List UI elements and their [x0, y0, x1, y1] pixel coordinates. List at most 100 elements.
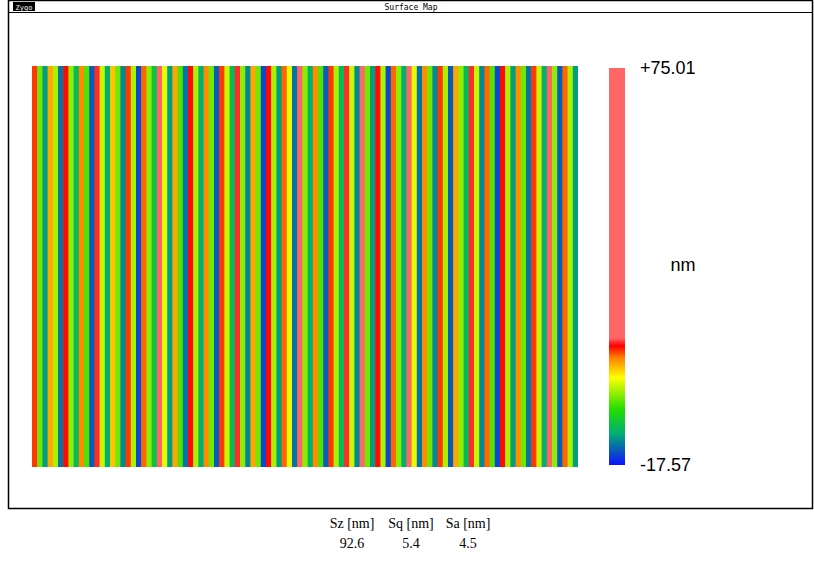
cell: [500, 66, 506, 467]
cell: [401, 66, 407, 467]
colorbar-tick-label: +75.01: [640, 58, 696, 78]
colorbar-label: nm: [670, 255, 695, 275]
cell: [406, 66, 412, 467]
cell: [183, 66, 189, 467]
cell: [58, 66, 64, 467]
cell: [292, 66, 298, 467]
heatmap: [32, 66, 578, 467]
cell: [230, 66, 236, 467]
cell: [110, 66, 116, 467]
cell: [536, 66, 542, 467]
table-cell: 4.5: [459, 536, 477, 551]
cell: [464, 66, 470, 467]
page: ZygoSurface Map+75.01-17.57nmSz [nm]Sq […: [0, 0, 814, 572]
cell: [354, 66, 360, 467]
logo-box: [13, 2, 35, 11]
cell: [344, 66, 350, 467]
cell: [479, 66, 485, 467]
cell: [178, 66, 184, 467]
cell: [42, 66, 48, 467]
cell: [334, 66, 340, 467]
cell: [131, 66, 137, 467]
cell: [547, 66, 553, 467]
cell: [126, 66, 132, 467]
cell: [287, 66, 293, 467]
cell: [521, 66, 527, 467]
cell: [198, 66, 204, 467]
cell: [141, 66, 147, 467]
cell: [245, 66, 251, 467]
cell: [74, 66, 80, 467]
cell: [157, 66, 163, 467]
cell: [505, 66, 511, 467]
cell: [396, 66, 402, 467]
cell: [256, 66, 262, 467]
cell: [172, 66, 178, 467]
cell: [115, 66, 121, 467]
table-header: Sq [nm]: [388, 516, 434, 531]
cell: [365, 66, 371, 467]
cell: [557, 66, 563, 467]
cell: [573, 66, 578, 467]
cell: [68, 66, 74, 467]
cell: [562, 66, 568, 467]
cell: [438, 66, 444, 467]
cell: [412, 66, 418, 467]
cell: [495, 66, 501, 467]
cell: [391, 66, 397, 467]
cell: [526, 66, 532, 467]
colorbar: [609, 68, 625, 465]
cell: [386, 66, 392, 467]
cell: [432, 66, 438, 467]
cell: [266, 66, 272, 467]
cell: [370, 66, 376, 467]
cell: [516, 66, 522, 467]
cell: [162, 66, 168, 467]
cell: [193, 66, 199, 467]
table-cell: 92.6: [340, 536, 365, 551]
cell: [214, 66, 220, 467]
cell: [89, 66, 95, 467]
cell: [105, 66, 111, 467]
cell: [427, 66, 433, 467]
cell: [63, 66, 69, 467]
cell: [84, 66, 90, 467]
cell: [552, 66, 558, 467]
cell: [417, 66, 423, 467]
cell: [282, 66, 288, 467]
cell: [48, 66, 54, 467]
cell: [240, 66, 246, 467]
cell: [474, 66, 480, 467]
cell: [100, 66, 106, 467]
cell: [422, 66, 428, 467]
cell: [469, 66, 475, 467]
cell: [224, 66, 230, 467]
cell: [37, 66, 43, 467]
cell: [297, 66, 303, 467]
cell: [453, 66, 459, 467]
cell: [568, 66, 574, 467]
logo: Zygo: [16, 4, 33, 12]
cell: [167, 66, 173, 467]
cell: [204, 66, 210, 467]
table-header: Sz [nm]: [330, 516, 375, 531]
cell: [53, 66, 59, 467]
cell: [490, 66, 496, 467]
cell: [261, 66, 267, 467]
table-cell: 5.4: [402, 536, 420, 551]
cell: [188, 66, 194, 467]
cell: [152, 66, 158, 467]
cell: [209, 66, 215, 467]
cell: [339, 66, 345, 467]
cell: [271, 66, 277, 467]
cell: [458, 66, 464, 467]
cell: [349, 66, 355, 467]
cell: [302, 66, 308, 467]
cell: [235, 66, 241, 467]
cell: [484, 66, 490, 467]
cell: [531, 66, 537, 467]
cell: [94, 66, 100, 467]
cell: [443, 66, 449, 467]
table-header: Sa [nm]: [446, 516, 491, 531]
window-title: Surface Map: [385, 3, 438, 12]
